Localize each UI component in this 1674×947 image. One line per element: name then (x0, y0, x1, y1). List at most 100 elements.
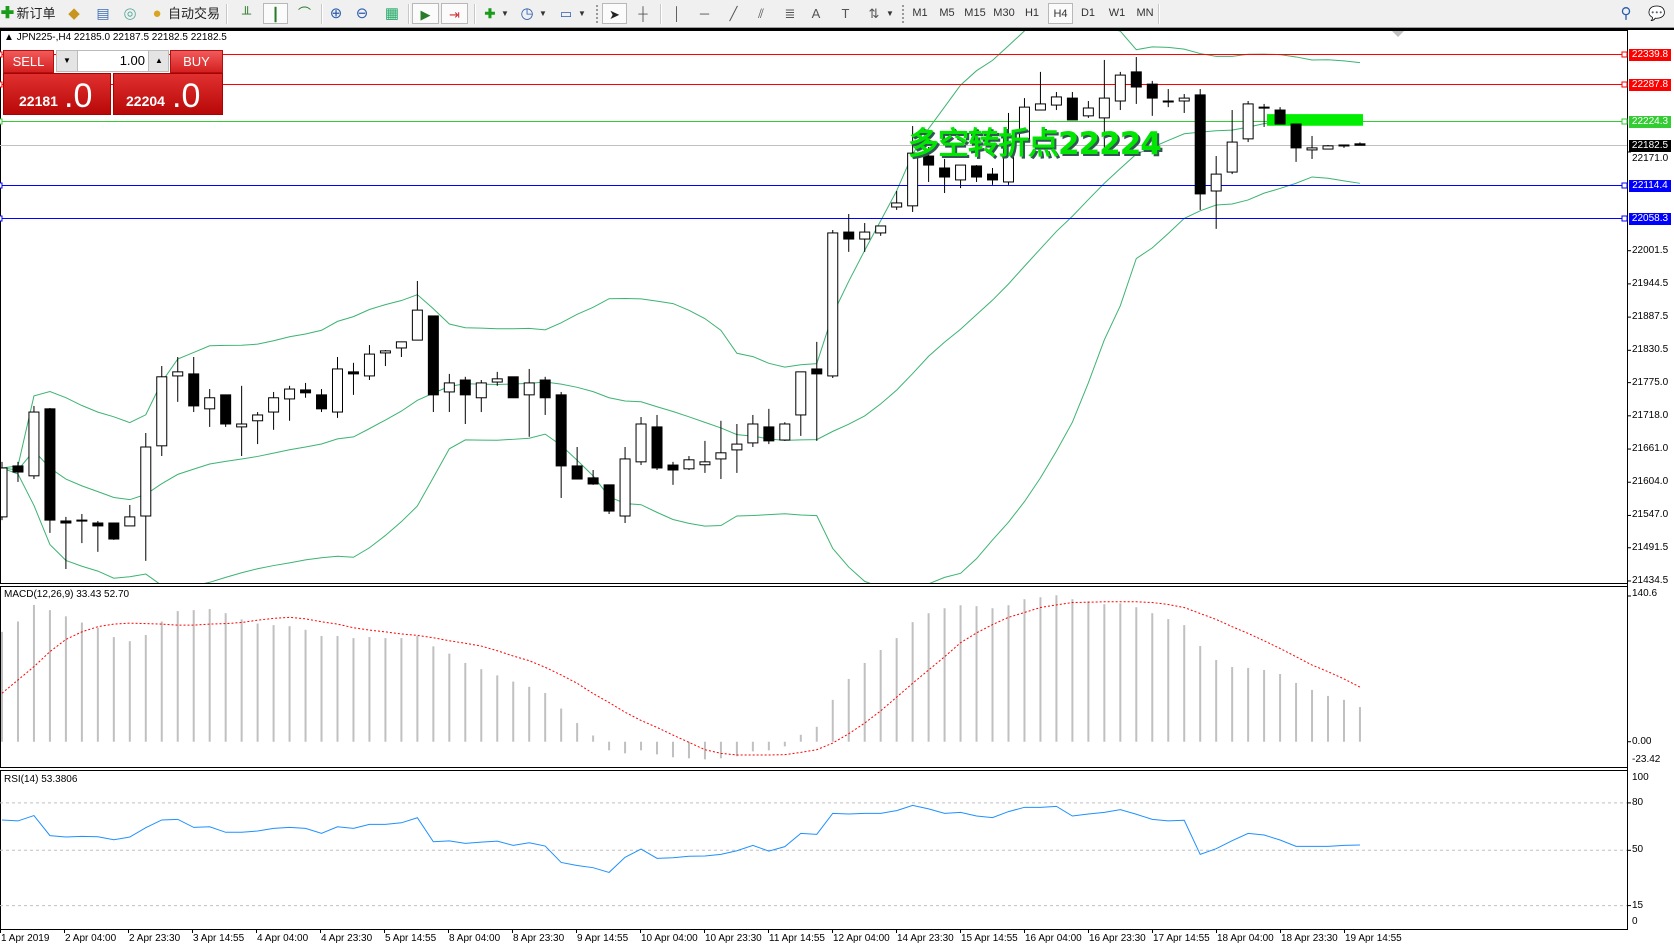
indicators-dropdown[interactable]: ▼ (501, 9, 509, 18)
tile-windows-icon[interactable]: ▦ (384, 5, 400, 22)
pivot-annotation-text[interactable]: 多空转折点22224 (908, 126, 1162, 162)
candle (76, 513, 88, 544)
autotrading-button[interactable]: 自动交易 (168, 6, 221, 21)
candle (523, 368, 535, 437)
arrows-icon[interactable]: ⇅ (868, 6, 880, 21)
chart-shift-marker[interactable] (1392, 31, 1404, 37)
indicators-icon[interactable]: ✚ (484, 6, 496, 21)
bull-candle-body (1050, 96, 1062, 106)
bull-candle-body (747, 423, 759, 444)
price-tick-label: 21604.0 (1632, 476, 1669, 488)
collapse-triangle-icon[interactable]: ▲ (4, 32, 17, 43)
timeframe-d1[interactable]: D1 (1080, 7, 1096, 19)
level-line-handle[interactable] (0, 51, 3, 58)
lot-size-input[interactable]: 1.00 (78, 51, 148, 71)
timeframe-m30[interactable]: M30 (993, 7, 1015, 19)
macd-histogram-bar (224, 613, 227, 742)
macd-histogram-bar (943, 608, 946, 742)
level-line-handle[interactable] (0, 81, 3, 88)
toolbar-grip[interactable] (902, 5, 907, 23)
periods-dropdown[interactable]: ▼ (539, 9, 547, 18)
navigator-icon[interactable]: ▤ (96, 5, 110, 21)
level-line-handle[interactable] (0, 215, 3, 222)
bear-candle-body (1274, 109, 1286, 125)
toolbar-separator (474, 4, 476, 24)
macd-histogram-bar (1327, 695, 1330, 742)
macd-histogram-bar (1119, 603, 1122, 742)
macd-histogram-bar (528, 686, 531, 742)
bear-candle-body (347, 371, 359, 375)
search-icon[interactable]: ⚲ (1620, 5, 1632, 22)
signals-icon[interactable]: ◎ (123, 5, 137, 22)
zoom-out-icon[interactable]: ⊖ (355, 5, 369, 22)
timeframe-mn[interactable]: MN (1136, 7, 1154, 19)
level-line-handle[interactable] (1621, 118, 1628, 125)
text-label-icon[interactable]: T (841, 6, 850, 21)
zoom-in-icon[interactable]: ⊕ (329, 5, 343, 22)
timeframe-m15[interactable]: M15 (964, 7, 986, 19)
time-tick-label: 11 Apr 14:55 (769, 933, 825, 944)
candle (1290, 123, 1302, 162)
line-chart-icon[interactable]: ⌒ (297, 6, 311, 21)
bear-candle-body (1130, 71, 1142, 88)
level-line-handle[interactable] (1621, 51, 1628, 58)
arrows-dropdown[interactable]: ▼ (886, 9, 894, 18)
autoscroll-icon[interactable]: ▶ (412, 3, 439, 24)
horizontal-line-icon[interactable]: ─ (699, 6, 710, 21)
bollinger-upper-band (1, 31, 1361, 469)
candle (843, 214, 855, 252)
bear-candle-body (1146, 83, 1158, 99)
macd-histogram-bar (608, 741, 611, 751)
level-line-handle[interactable] (1621, 215, 1628, 222)
lot-increase-button[interactable]: ▲ (148, 51, 169, 71)
macd-histogram-bar (160, 621, 163, 742)
trendline-icon[interactable]: ╱ (729, 6, 738, 21)
fibonacci-icon[interactable]: ≣ (784, 6, 796, 21)
toolbar-grip[interactable] (596, 5, 601, 23)
timeframe-h4[interactable]: H4 (1048, 3, 1073, 24)
time-tick-label: 2 Apr 04:00 (65, 933, 117, 944)
lot-decrease-button[interactable]: ▼ (57, 51, 78, 71)
bull-candle-body (891, 202, 903, 208)
macd-histogram-bar (1263, 670, 1266, 742)
templates-icon[interactable]: ▭ (559, 6, 573, 21)
timeframe-m1[interactable]: M1 (912, 7, 928, 19)
market-watch-icon[interactable]: ◆ (68, 5, 80, 22)
timeframe-m5[interactable]: M5 (939, 7, 955, 19)
lot-size-stepper[interactable]: ▼ 1.00 ▲ (56, 50, 169, 72)
candle (1002, 112, 1014, 185)
macd-histogram-bar (1215, 660, 1218, 742)
timeframe-h1[interactable]: H1 (1024, 7, 1040, 19)
candlestick-icon[interactable]: ┃ (263, 3, 288, 24)
text-icon[interactable]: A (811, 6, 821, 21)
channel-icon[interactable]: ⫽ (758, 6, 764, 21)
sell-price-button[interactable]: 22181 .0 (3, 73, 111, 115)
candle (875, 225, 887, 236)
chart-shift-icon[interactable]: ⇥ (441, 3, 468, 24)
macd-histogram-bar (751, 741, 754, 752)
bull-candle-body (1018, 106, 1030, 140)
buy-button[interactable]: BUY (170, 50, 223, 73)
level-line-handle[interactable] (0, 118, 3, 125)
cursor-icon[interactable]: ➤ (602, 3, 627, 24)
sell-button[interactable]: SELL (3, 50, 54, 73)
timeframe-w1[interactable]: W1 (1108, 7, 1126, 19)
level-line-handle[interactable] (1621, 182, 1628, 189)
pivot-zone-box[interactable] (1267, 114, 1363, 126)
periods-icon[interactable]: ◷ (520, 5, 534, 22)
crosshair-icon[interactable]: ┼ (638, 6, 648, 21)
buy-price-button[interactable]: 22204 .0 (113, 73, 223, 115)
level-line-handle[interactable] (1621, 81, 1628, 88)
level-line-handle[interactable] (0, 182, 3, 189)
bull-candle-body (1, 467, 8, 518)
new-order-icon[interactable]: ✚ (0, 5, 15, 22)
templates-dropdown[interactable]: ▼ (578, 9, 586, 18)
autotrading-icon[interactable]: ● (152, 5, 162, 22)
candle (140, 433, 152, 561)
vertical-line-icon[interactable]: │ (672, 6, 682, 21)
new-order-button[interactable]: 新订单 (16, 6, 56, 21)
chat-icon[interactable]: 💬 (1648, 5, 1666, 21)
bull-candle-body (1242, 103, 1254, 140)
bar-chart-icon[interactable]: ╨ (241, 6, 252, 21)
